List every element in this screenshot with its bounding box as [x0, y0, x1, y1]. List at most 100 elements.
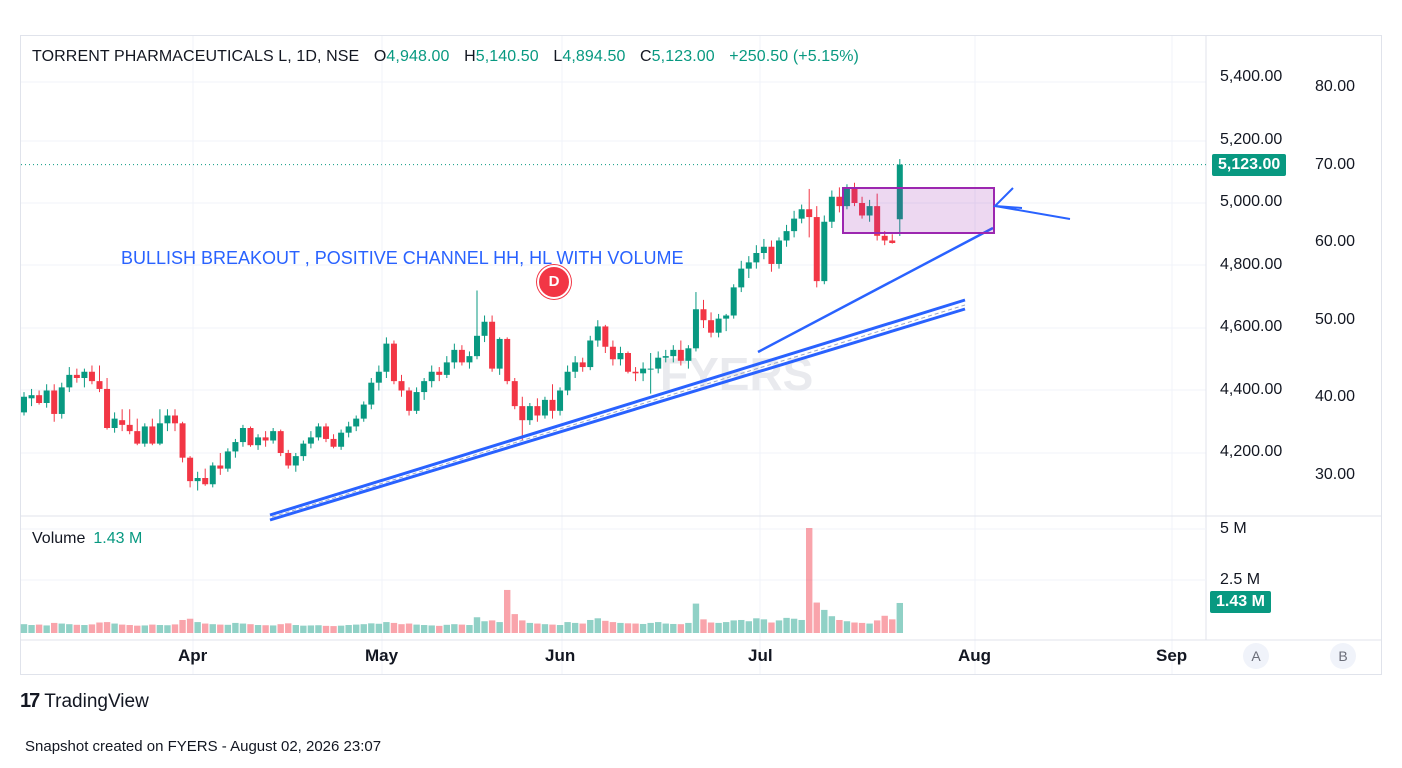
volume-tick: 5 M [1220, 520, 1247, 537]
candle [247, 426, 254, 447]
candle [655, 351, 662, 374]
candle [406, 387, 413, 416]
candle-body [277, 431, 284, 453]
candle-body [466, 356, 473, 363]
candle [647, 353, 654, 394]
candle [670, 345, 677, 363]
volume-bar [700, 619, 707, 633]
candle-body [496, 338, 503, 369]
candle [368, 378, 375, 410]
tradingview-logo-text: TradingView [44, 691, 149, 712]
candle [587, 335, 594, 371]
candle-body [421, 381, 428, 393]
secondary-tick: 60.00 [1315, 233, 1356, 250]
volume-bar [866, 623, 873, 633]
candle-body [247, 428, 254, 446]
month-label: Sep [1156, 646, 1188, 665]
volume-bar [677, 624, 685, 633]
volume-bar [73, 624, 81, 633]
candle [66, 367, 73, 393]
drawings [269, 187, 1071, 522]
candle-body [413, 392, 420, 411]
candle-body [73, 374, 80, 378]
volume-bar [549, 624, 556, 633]
candle-body [172, 415, 178, 424]
volume-bar [685, 622, 692, 633]
candle [451, 343, 458, 369]
volume-bar [285, 623, 292, 633]
price-tick: 5,400.00 [1220, 68, 1283, 85]
close-value: 5,123.00 [651, 48, 715, 65]
candle [156, 409, 163, 446]
auto-scale-button[interactable]: A [1243, 643, 1269, 669]
volume-bar [768, 622, 775, 633]
candle [413, 387, 420, 414]
volume-bar [383, 622, 390, 633]
volume-bar [307, 625, 315, 633]
volume-bar [775, 620, 783, 633]
volume-bar [43, 625, 50, 633]
volume-bar [405, 623, 413, 633]
channel-upper-line [269, 298, 966, 517]
volume-bar [375, 623, 383, 633]
candle [88, 365, 95, 385]
chart-frame [20, 35, 1382, 675]
price-tick: 4,200.00 [1220, 443, 1283, 460]
candle-body [66, 374, 73, 388]
volume-bar [126, 625, 133, 633]
candle-body [655, 357, 662, 369]
candle [828, 190, 835, 228]
last-price-tag: 5,123.00 [1212, 154, 1287, 176]
candle-body [594, 326, 601, 341]
volume-bar [655, 622, 662, 633]
volume-bar [202, 623, 209, 633]
volume-legend[interactable]: Volume 1.43 M [32, 530, 142, 548]
candle-body [398, 381, 405, 391]
volume-bar [639, 623, 647, 633]
candle-body [202, 478, 209, 485]
symbol-legend[interactable]: TORRENT PHARMACEUTICALS L, 1D, NSE O4,94… [32, 48, 859, 65]
candle [202, 468, 209, 486]
tradingview-logo[interactable]: 17 TradingView [20, 690, 149, 713]
candle [889, 234, 896, 244]
candle [632, 367, 639, 382]
volume-bar [443, 624, 450, 633]
candle [821, 215, 828, 285]
volume-bar [428, 625, 435, 633]
volume-bar [571, 622, 579, 633]
volume-bar [436, 625, 443, 633]
candle [338, 429, 345, 450]
volume-bar [813, 602, 820, 633]
secondary-tick: 40.00 [1315, 388, 1356, 405]
volume-bar [88, 624, 96, 633]
candle-body [504, 338, 511, 382]
dividend-marker[interactable]: D [537, 265, 571, 299]
annotation-text[interactable]: BULLISH BREAKOUT , POSITIVE CHANNEL HH, … [121, 248, 684, 268]
candle-body [889, 240, 896, 243]
month-label: Apr [178, 646, 208, 665]
price-tick: 4,600.00 [1220, 318, 1283, 335]
candle [723, 313, 730, 332]
month-label: Jul [748, 646, 773, 665]
volume-bars [20, 528, 903, 633]
candle-body [323, 426, 329, 439]
volume-bar [821, 609, 828, 633]
candle [111, 412, 118, 433]
candle-body [519, 406, 526, 421]
candle [217, 453, 224, 475]
candle [307, 431, 314, 449]
candle-body [881, 235, 888, 241]
volume-bar [624, 623, 632, 633]
b-button[interactable]: B [1330, 643, 1356, 669]
candle-body [375, 371, 382, 383]
candle-body [677, 349, 684, 361]
candle [776, 237, 782, 269]
candle-body [43, 390, 50, 403]
volume-bar [345, 625, 352, 633]
candle [534, 398, 541, 422]
volume-bar [269, 625, 277, 633]
volume-bar [322, 625, 330, 633]
price-tick: 5,200.00 [1220, 131, 1283, 148]
volume-bar [330, 626, 337, 633]
